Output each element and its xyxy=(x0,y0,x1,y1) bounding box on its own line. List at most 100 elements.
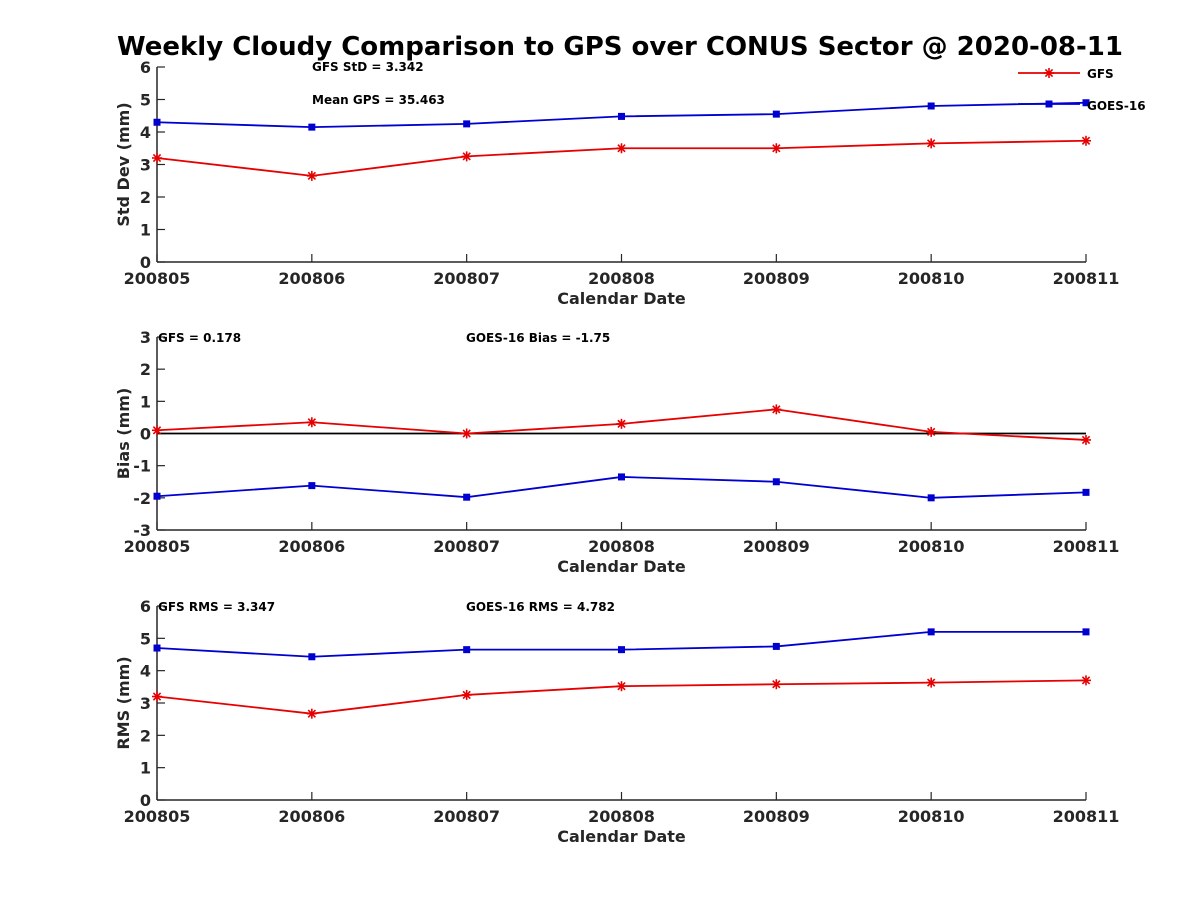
data-point-gfs xyxy=(306,417,317,428)
asterisk-stroke xyxy=(772,405,781,414)
x-tick-label: 200806 xyxy=(278,537,345,556)
data-point-gfs xyxy=(926,677,937,688)
asterisk-stroke xyxy=(462,152,471,161)
y-tick-label: 1 xyxy=(140,759,151,778)
asterisk-stroke xyxy=(152,426,162,435)
x-tick-label: 200811 xyxy=(1053,537,1120,556)
asterisk-stroke xyxy=(307,418,316,427)
asterisk-stroke xyxy=(772,144,781,153)
data-point-goes-16 xyxy=(927,628,935,636)
y-tick-label: 1 xyxy=(140,221,151,240)
y-tick-label: -2 xyxy=(133,489,151,508)
data-point-gfs xyxy=(461,428,472,439)
x-tick-label: 200810 xyxy=(898,807,965,826)
y-tick-label: 3 xyxy=(140,156,151,175)
y-tick-label: 0 xyxy=(140,791,151,810)
data-point-goes-16 xyxy=(153,118,161,126)
y-tick-label: 3 xyxy=(140,694,151,713)
data-point-goes-16 xyxy=(772,478,780,486)
x-tick-label: 200805 xyxy=(124,537,191,556)
chart-panel-2: -3 -2 -1 0 1 2 3 200805 200806 200807 200808 200809… xyxy=(114,328,1119,576)
data-point-goes-16 xyxy=(927,494,935,502)
asterisk-stroke xyxy=(927,678,936,687)
asterisk-stroke xyxy=(617,419,626,429)
chart-panel-3: 0 1 2 3 4 5 6 200805 200806 200807 200808 200809 200… xyxy=(114,597,1119,846)
asterisk-stroke xyxy=(927,427,936,437)
y-tick-label: 2 xyxy=(140,360,151,379)
y-axis-label: Bias (mm) xyxy=(114,388,133,480)
y-tick-label: 5 xyxy=(140,91,151,110)
data-point-gfs xyxy=(461,689,472,700)
x-tick-label: 200810 xyxy=(898,537,965,556)
data-point-goes-16 xyxy=(618,646,625,654)
data-point-gfs xyxy=(461,151,472,162)
stat-annotation: GOES-16 Bias = -1.75 xyxy=(466,331,610,345)
asterisk-stroke xyxy=(1081,435,1091,445)
asterisk-stroke xyxy=(617,144,626,153)
data-point-gfs xyxy=(306,708,317,719)
y-axis-label: Std Dev (mm) xyxy=(114,102,133,226)
y-tick-label: 0 xyxy=(140,253,151,272)
x-tick-label: 200811 xyxy=(1053,269,1120,288)
asterisk-stroke xyxy=(1044,68,1054,78)
asterisk-stroke xyxy=(152,692,162,701)
y-tick-label: -3 xyxy=(133,521,151,540)
x-tick-label: 200807 xyxy=(433,537,500,556)
x-axis-label: Calendar Date xyxy=(557,289,686,308)
x-axis-label: Calendar Date xyxy=(557,827,686,846)
x-tick-label: 200807 xyxy=(433,807,500,826)
data-point-goes-16 xyxy=(463,493,471,501)
y-tick-label: 6 xyxy=(140,597,151,616)
data-point-gfs xyxy=(771,143,782,154)
data-point-goes-16 xyxy=(618,112,625,120)
data-point-gfs xyxy=(1081,135,1091,146)
x-tick-label: 200806 xyxy=(278,269,345,288)
asterisk-stroke xyxy=(307,171,316,181)
data-point-gfs xyxy=(152,425,162,436)
asterisk-stroke xyxy=(927,139,936,148)
x-tick-label: 200808 xyxy=(588,269,655,288)
legend-label-goes-16: GOES-16 xyxy=(1087,99,1146,113)
stat-annotation: GFS RMS = 3.347 xyxy=(158,600,275,614)
y-tick-label: 5 xyxy=(140,629,151,648)
data-point-gfs xyxy=(152,153,162,163)
x-tick-label: 200811 xyxy=(1053,807,1120,826)
data-point-gfs xyxy=(771,679,782,690)
legend: GFS GOES-16 xyxy=(1018,67,1146,113)
x-tick-label: 200806 xyxy=(278,807,345,826)
y-tick-label: 2 xyxy=(140,726,151,745)
y-tick-label: 0 xyxy=(140,425,151,444)
figure-title: Weekly Cloudy Comparison to GPS over CON… xyxy=(117,32,1123,62)
y-tick-label: 4 xyxy=(140,662,151,681)
data-point-goes-16 xyxy=(927,102,935,110)
x-tick-label: 200808 xyxy=(588,537,655,556)
legend-marker-gfs xyxy=(1044,68,1054,78)
x-tick-label: 200808 xyxy=(588,807,655,826)
data-point-goes-16 xyxy=(618,473,625,481)
x-tick-label: 200809 xyxy=(743,269,810,288)
y-tick-label: 4 xyxy=(140,123,151,142)
x-axis-label: Calendar Date xyxy=(557,557,686,576)
asterisk-stroke xyxy=(617,682,626,691)
stat-annotation: GFS = 0.178 xyxy=(158,331,241,345)
asterisk-stroke xyxy=(462,429,471,438)
data-point-goes-16 xyxy=(1082,488,1090,496)
data-point-gfs xyxy=(1081,675,1091,686)
legend-label-gfs: GFS xyxy=(1087,67,1114,81)
asterisk-stroke xyxy=(1081,676,1091,685)
data-point-gfs xyxy=(1081,434,1091,445)
x-tick-label: 200809 xyxy=(743,807,810,826)
stat-annotation: GOES-16 RMS = 4.782 xyxy=(466,600,615,614)
data-point-goes-16 xyxy=(153,492,161,500)
y-axis-label: RMS (mm) xyxy=(114,656,133,749)
data-point-goes-16 xyxy=(772,642,780,650)
data-point-goes-16 xyxy=(1082,628,1090,636)
data-point-gfs xyxy=(926,138,937,149)
x-tick-label: 200805 xyxy=(124,807,191,826)
data-point-goes-16 xyxy=(308,482,316,490)
data-point-gfs xyxy=(771,404,782,415)
x-tick-label: 200810 xyxy=(898,269,965,288)
chart-panel-1: 0 1 2 3 4 5 6 200805 200806 200807 200808 200809 200… xyxy=(114,58,1119,308)
